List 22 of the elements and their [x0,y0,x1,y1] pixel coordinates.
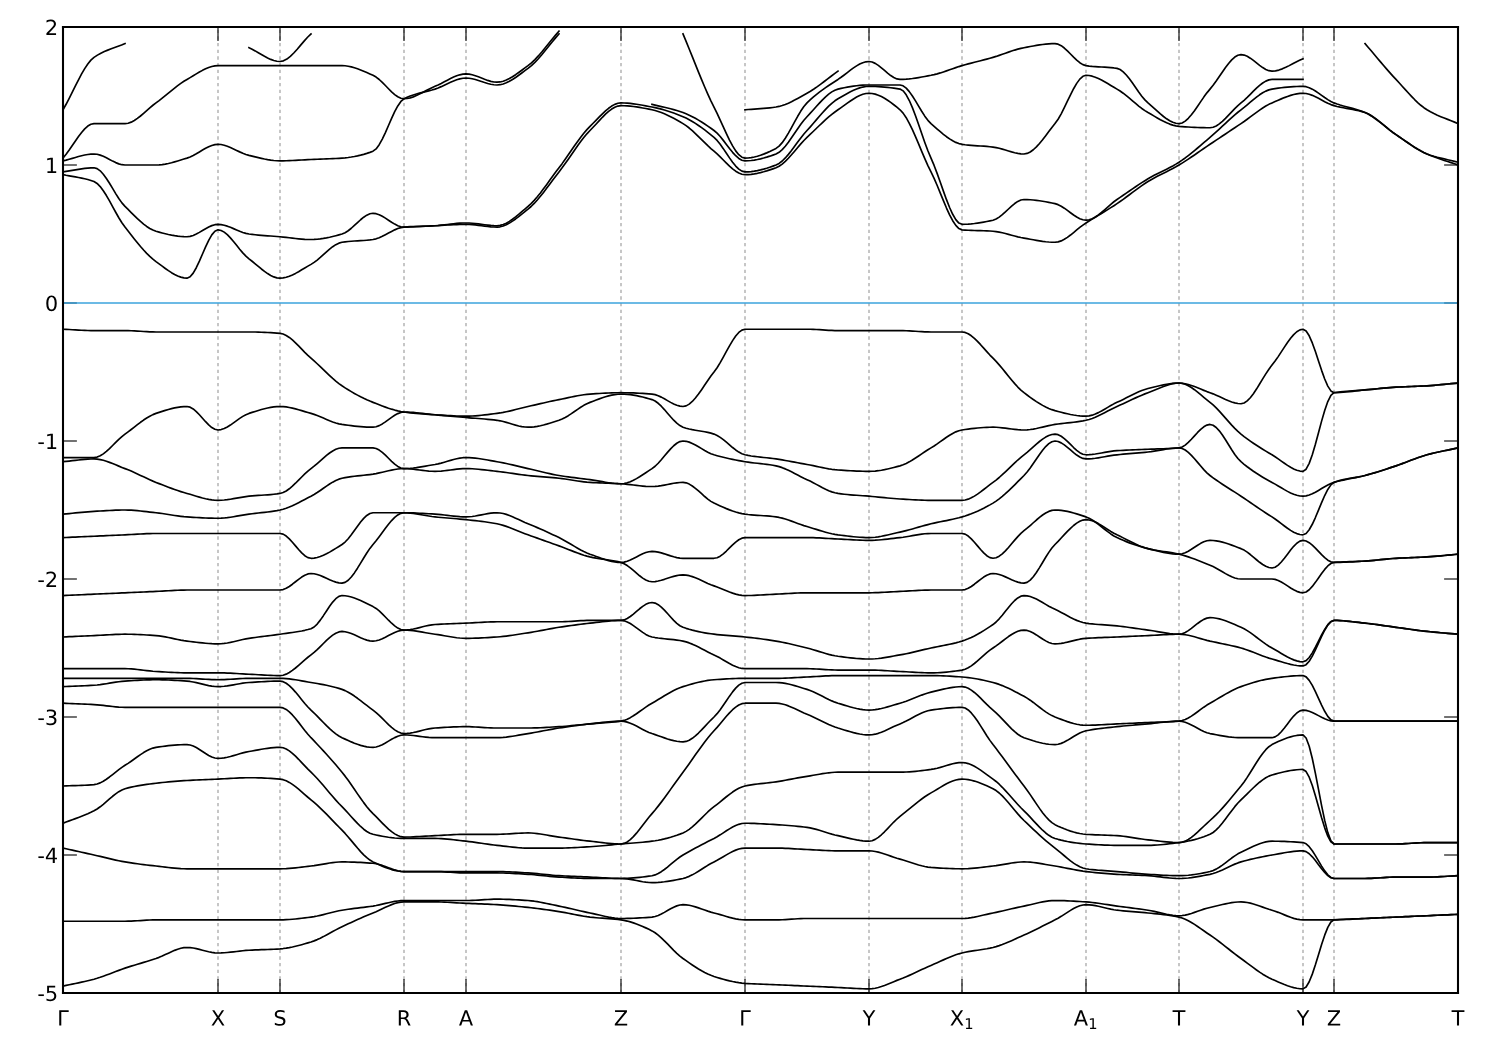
y-tick-label: -3 [38,709,57,726]
y-tick-label: 0 [46,295,57,312]
x-tick-label: A$_{1}$ [1073,1010,1097,1029]
x-tick-label: X$_{1}$ [950,1010,973,1029]
y-tick-label: 2 [46,19,57,35]
x-tick-label: Γ [741,1010,751,1026]
x-tick-label: T [1451,1010,1465,1026]
y-tick-label: -2 [38,571,57,587]
x-tick-label: A [459,1010,473,1026]
x-tick-label: Z [614,1010,628,1026]
x-tick-label: S [274,1010,286,1026]
x-tick-label: Z [1327,1010,1341,1026]
x-tick-label: X [211,1010,225,1026]
x-tick-label: Y [862,1010,876,1026]
y-tick-label: -1 [38,433,57,449]
x-tick-label: Γ [59,1010,69,1026]
x-tick-label: R [398,1010,411,1026]
x-tick-label: Y [1296,1010,1310,1026]
y-tick-label: -4 [38,847,57,863]
x-tick-label: T [1172,1010,1186,1026]
y-tick-label: 1 [47,157,57,173]
y-tick-label: -5 [38,985,57,1002]
